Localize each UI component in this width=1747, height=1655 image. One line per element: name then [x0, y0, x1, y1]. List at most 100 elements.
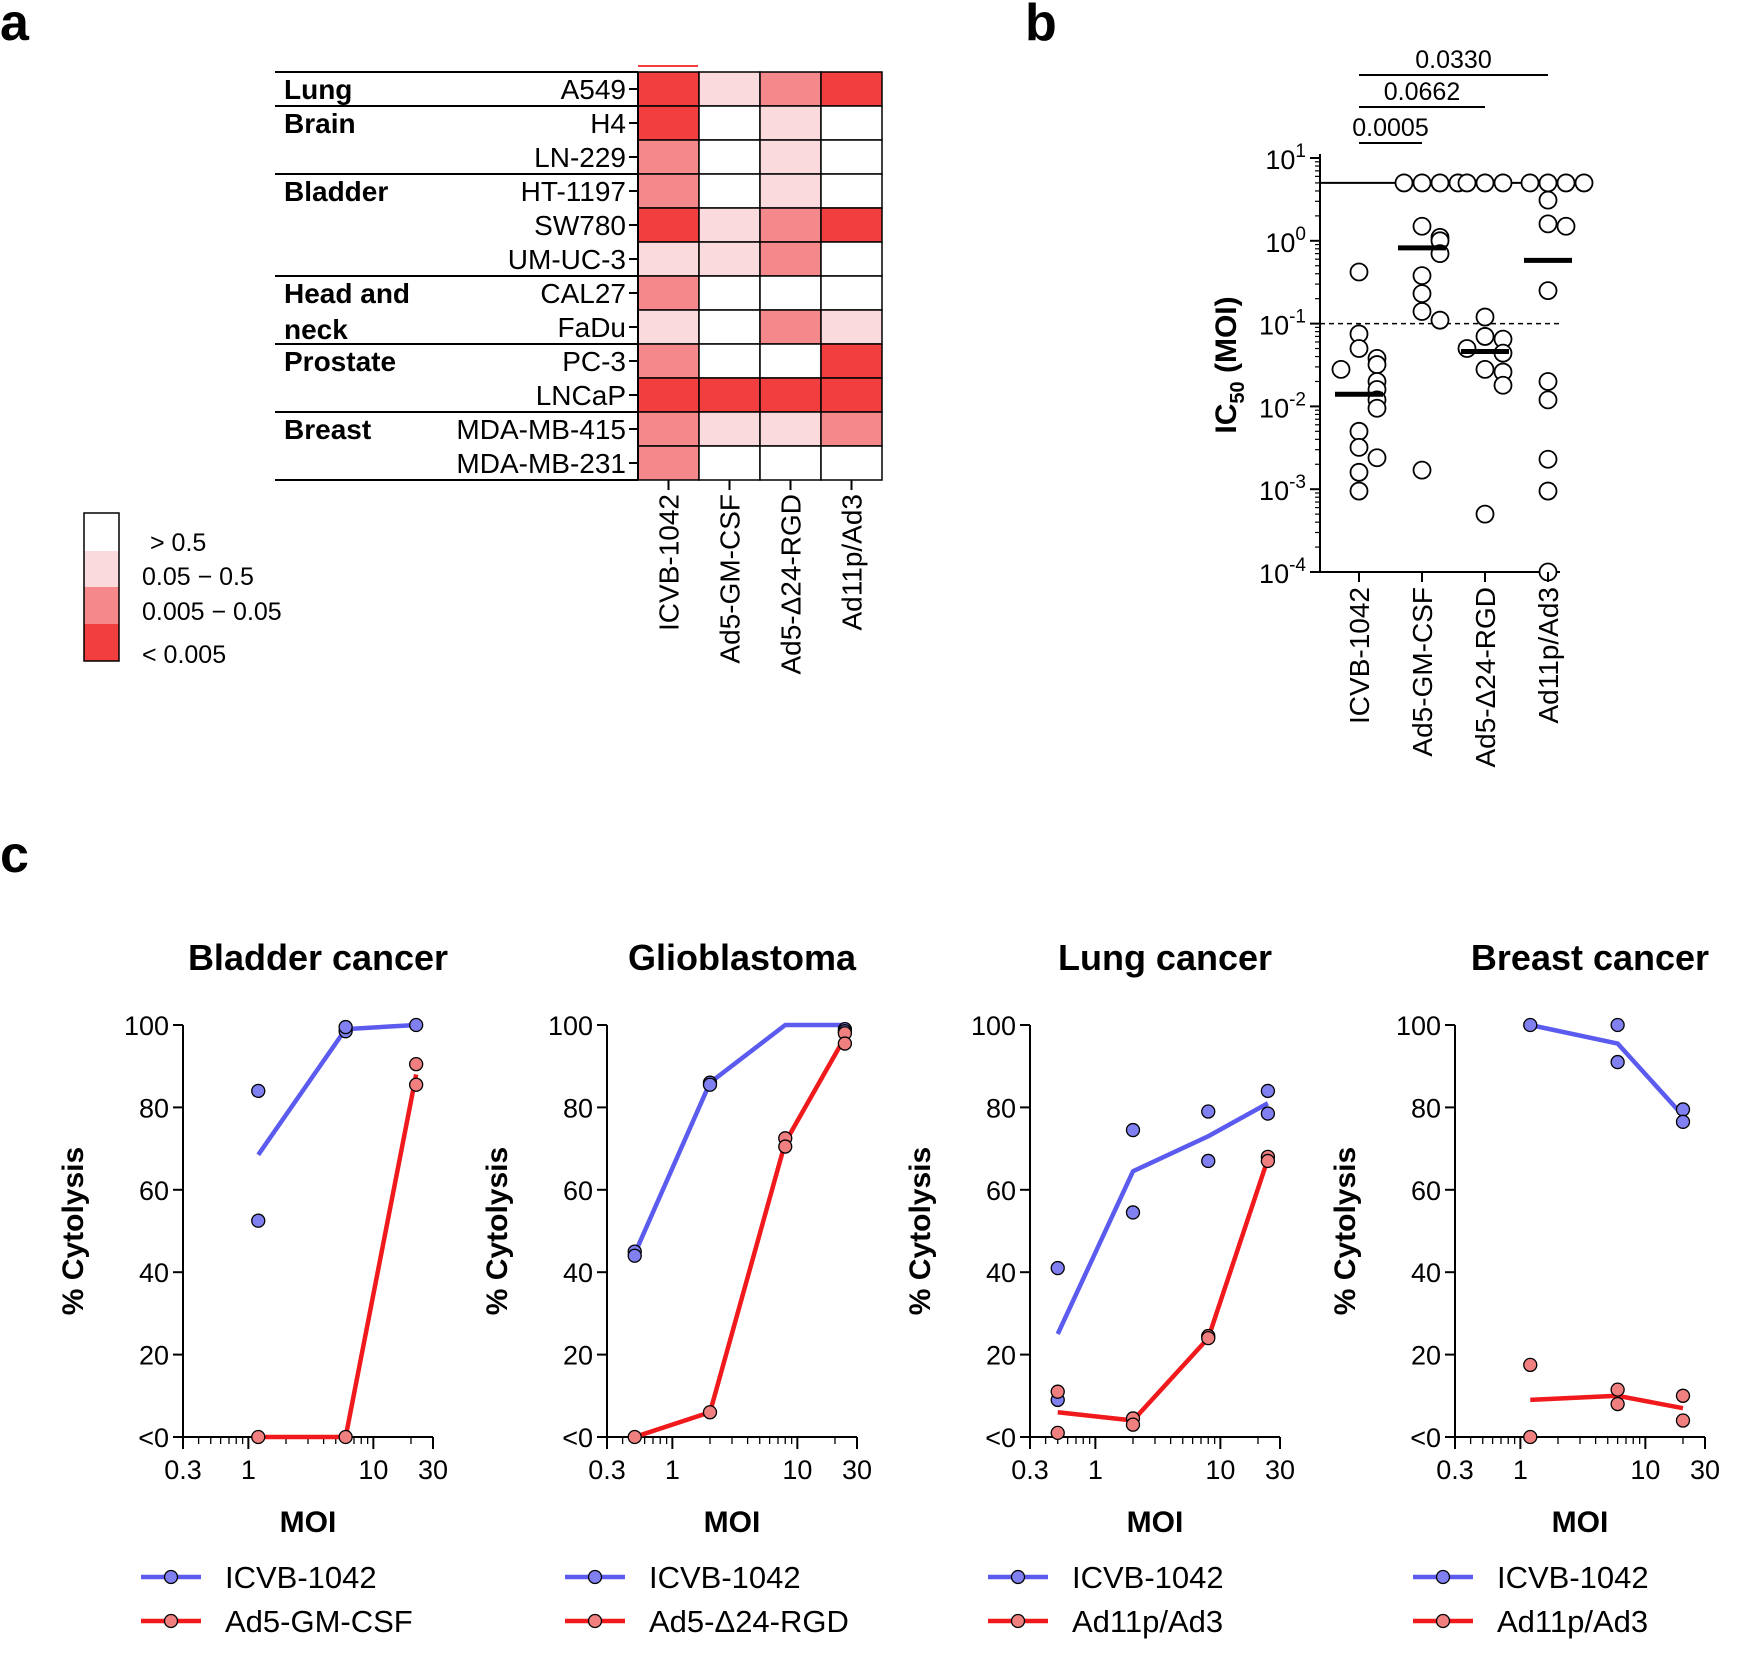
x-tick-label: 30 [1690, 1455, 1720, 1485]
ic50-point [1556, 173, 1576, 193]
ic50-point [1457, 339, 1477, 358]
group-label: neck [284, 314, 348, 345]
ic50-point [1475, 504, 1495, 524]
data-point [702, 1405, 718, 1420]
data-point [1675, 1114, 1691, 1129]
x-tick-label: 1 [665, 1455, 680, 1485]
x-tick-label: 10 [1630, 1455, 1660, 1485]
y-tick-label: 60 [1411, 1176, 1441, 1206]
y-tick-label: 40 [139, 1258, 169, 1288]
line-chart-4: Breast cancer <0 20 40 60 80 100 0.3 1 10 30 MOI % C… [1329, 937, 1720, 1639]
heatmap-cell [637, 139, 700, 175]
heatmap-cell [820, 411, 883, 447]
y-axis-title: % Cytolysis [57, 1147, 90, 1315]
series-line-ad11p-ad3 [1530, 1393, 1684, 1411]
ic50-point [1349, 462, 1369, 482]
heatmap-cell [820, 173, 883, 209]
x-tick-label: 30 [418, 1455, 448, 1485]
ic50-point [1412, 266, 1432, 285]
ic50-point [1475, 307, 1495, 327]
ic50-point [1538, 372, 1558, 391]
row-label-lncap: LNCaP [536, 380, 626, 411]
heatmap-cell [698, 411, 761, 447]
panel-label-c: c [0, 826, 29, 884]
ic50-point [1367, 448, 1387, 468]
data-point [1125, 1122, 1141, 1138]
legend-label: ICVB-1042 [1072, 1560, 1224, 1595]
heatmap-panel: A549H4LN-229HT-1197SW780UM-UC-3CAL27FaDu… [275, 65, 883, 675]
legend-marker [1010, 1569, 1026, 1585]
legend-label: 0.005 − 0.05 [142, 598, 282, 626]
group-label: Head and [284, 278, 410, 309]
ic50-point [1430, 173, 1450, 193]
series-line-icvb-1042 [632, 1022, 845, 1255]
heatmap-cell [698, 241, 761, 277]
ic50-y-tick-label: 10-2 [1259, 389, 1306, 423]
ic50-point [1349, 262, 1369, 282]
heatmap-cell [820, 377, 883, 413]
data-point [1125, 1205, 1141, 1220]
ic50-point [1493, 173, 1513, 193]
ic50-point [1475, 327, 1495, 346]
ic50-y-tick-label: 100 [1265, 224, 1306, 258]
series-line-ad11p-ad3 [1057, 1158, 1271, 1423]
legend-marker [587, 1613, 603, 1629]
data-point [1050, 1384, 1065, 1399]
data-point [338, 1019, 353, 1035]
x-tick-label: 10 [358, 1455, 388, 1485]
row-label-sw780: SW780 [534, 210, 626, 241]
chart-title: Glioblastoma [628, 937, 857, 978]
ic50-point [1475, 173, 1495, 193]
y-tick-label: <0 [562, 1423, 593, 1453]
heatmap-cell [637, 71, 700, 107]
heatmap-cell [698, 445, 761, 481]
y-tick-label: 100 [124, 1011, 169, 1041]
ic50-point [1538, 481, 1558, 501]
ic50-point [1556, 216, 1576, 236]
legend-swatch [84, 513, 119, 551]
heatmap-cell [698, 173, 761, 209]
ic50-point [1394, 173, 1414, 193]
legend-label: Ad11p/Ad3 [1072, 1604, 1223, 1639]
data-point [1675, 1388, 1691, 1403]
x-axis-title: MOI [280, 1506, 337, 1539]
data-point [1050, 1260, 1065, 1276]
data-point [1523, 1017, 1538, 1033]
y-tick-label: 40 [986, 1258, 1016, 1288]
legend-marker [1010, 1613, 1026, 1629]
ic50-point [1412, 173, 1432, 193]
legend-label: < 0.005 [142, 641, 226, 669]
ic50-point [1538, 449, 1558, 469]
heatmap-cell [759, 309, 822, 345]
ic50-point [1457, 173, 1477, 193]
row-label-pc-3: PC-3 [562, 346, 626, 377]
heatmap-cell [637, 275, 700, 311]
x-tick-label: 0.3 [164, 1455, 202, 1485]
heatmap-cell [637, 241, 700, 277]
x-tick-label: 1 [1513, 1455, 1528, 1485]
y-tick-label: 100 [548, 1011, 593, 1041]
data-point [409, 1056, 424, 1072]
data-point [1675, 1102, 1691, 1117]
group-label: Brain [284, 108, 356, 139]
y-tick-label: 60 [139, 1176, 169, 1206]
ic50-point [1430, 310, 1450, 330]
heatmap-cell [759, 173, 822, 209]
legend-label: ICVB-1042 [1497, 1560, 1649, 1595]
series-line-icvb-1042 [1055, 1101, 1269, 1335]
y-tick-label: <0 [138, 1423, 169, 1453]
x-tick-label: 0.3 [588, 1455, 626, 1485]
x-tick-label: 10 [782, 1455, 812, 1485]
heatmap-cell [698, 71, 761, 107]
ic50-y-tick-label: 10-1 [1259, 307, 1306, 341]
legend-swatch [84, 551, 119, 587]
legend-marker [1435, 1613, 1451, 1629]
legend-label: 0.05 − 0.5 [142, 563, 254, 591]
heatmap-cell [759, 411, 822, 447]
ic50-point [1367, 355, 1387, 374]
ic50-point [1574, 173, 1594, 193]
data-point [1201, 1104, 1216, 1119]
row-label-h4: H4 [590, 108, 626, 139]
ic50-point [1412, 460, 1432, 480]
ic50-x-tick-label: Ad5-Δ24-RGD [1470, 587, 1501, 768]
